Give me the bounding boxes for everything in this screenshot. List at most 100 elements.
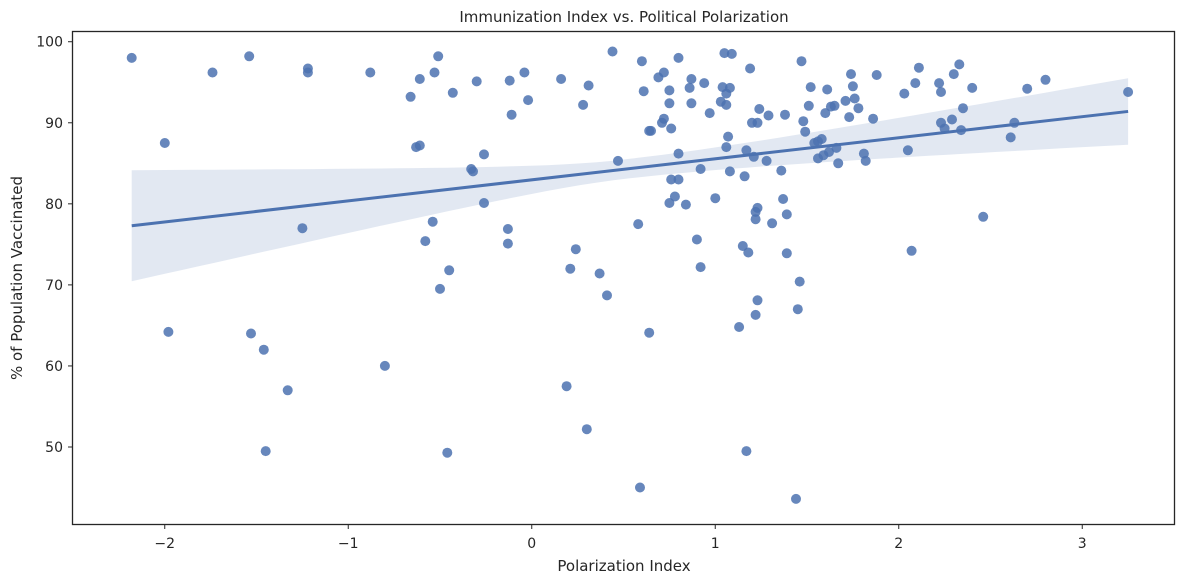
data-point [420, 236, 431, 247]
data-point [840, 95, 851, 106]
x-tick-label: 2 [894, 536, 903, 552]
data-point [365, 67, 376, 78]
y-tick-label: 60 [45, 359, 63, 375]
data-point [723, 131, 734, 142]
data-point [853, 103, 864, 114]
data-point [258, 344, 269, 355]
data-point [767, 218, 778, 229]
data-point [673, 148, 684, 159]
data-point [695, 262, 706, 273]
data-point [726, 48, 737, 59]
data-point [664, 85, 675, 96]
regression-line-layer [131, 109, 1129, 228]
data-point [967, 82, 978, 93]
data-point [745, 63, 756, 74]
data-point [638, 86, 649, 97]
data-point [805, 82, 816, 93]
x-axis-ticks: −2 −1 0 1 2 3 [154, 524, 1087, 552]
data-point [847, 81, 858, 92]
data-point [246, 328, 256, 339]
data-point [302, 67, 313, 78]
confidence-band-layer [131, 78, 1129, 282]
confidence-band [131, 78, 1129, 282]
data-point [936, 87, 946, 97]
data-points-layer [126, 46, 1134, 504]
data-point [721, 142, 732, 153]
data-point [405, 91, 416, 102]
data-point [414, 74, 425, 84]
data-point [680, 199, 691, 210]
data-point [846, 69, 856, 80]
data-point [739, 171, 750, 182]
y-tick-label: 70 [45, 278, 63, 294]
data-point [1123, 87, 1134, 97]
data-point [578, 99, 589, 110]
data-point [684, 82, 695, 93]
data-point [734, 322, 745, 332]
data-point [506, 109, 517, 120]
data-point [710, 193, 721, 204]
data-point [581, 424, 592, 435]
data-point [824, 147, 834, 157]
data-point [561, 381, 572, 392]
data-point [556, 74, 567, 84]
data-point [803, 100, 814, 111]
data-point [721, 99, 732, 110]
data-point [776, 165, 787, 176]
data-point [282, 385, 293, 396]
data-point [479, 198, 489, 208]
data-point [644, 327, 655, 338]
data-point [906, 245, 917, 256]
data-point [833, 158, 844, 169]
data-point [798, 116, 809, 127]
data-point [741, 446, 752, 457]
data-point [666, 123, 677, 134]
data-point [379, 360, 390, 371]
data-point [523, 95, 534, 106]
data-point [844, 112, 855, 123]
data-point [849, 93, 860, 104]
data-point [613, 155, 623, 166]
data-point [781, 209, 792, 220]
data-point [594, 268, 605, 279]
data-point [658, 67, 669, 78]
data-point [686, 98, 697, 109]
data-point [502, 224, 513, 234]
x-tick-label: 3 [1078, 536, 1087, 552]
data-point [126, 52, 137, 63]
data-point [761, 155, 772, 166]
data-point [704, 108, 715, 119]
data-point [910, 78, 921, 89]
data-point [583, 80, 594, 91]
data-point [1022, 83, 1033, 94]
data-point [902, 145, 913, 156]
data-point [724, 166, 735, 177]
data-point [1040, 74, 1051, 85]
data-point [635, 482, 645, 493]
data-point [752, 295, 763, 306]
data-point [695, 164, 706, 174]
data-point [602, 290, 612, 301]
data-point [570, 244, 581, 255]
data-point [913, 62, 924, 73]
data-point [468, 166, 478, 177]
data-point [934, 78, 945, 89]
data-point [763, 110, 774, 121]
data-point [954, 59, 965, 70]
data-point [669, 191, 680, 202]
regression-line [131, 109, 1129, 228]
data-point [207, 67, 218, 78]
data-point [829, 100, 840, 111]
data-point [780, 109, 790, 120]
data-point [519, 67, 530, 78]
data-point [471, 76, 482, 87]
data-point [1005, 132, 1016, 143]
data-point [427, 216, 438, 227]
data-point [868, 113, 879, 124]
plot-frame [71, 30, 1176, 526]
y-tick-label: 100 [36, 35, 63, 51]
data-point [816, 134, 827, 144]
y-axis-label: % of Population Vaccinated [8, 176, 26, 380]
data-point [502, 238, 513, 249]
